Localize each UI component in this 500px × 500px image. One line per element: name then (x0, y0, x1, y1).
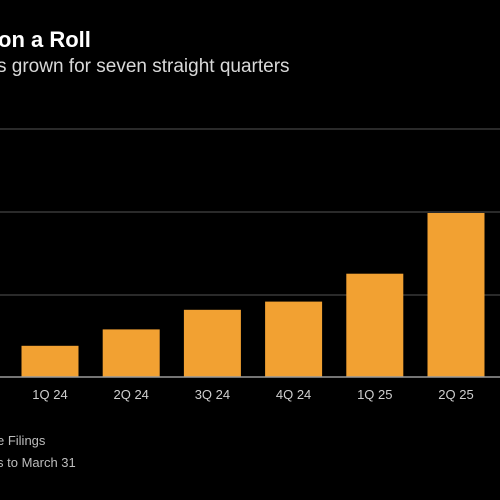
chart-title: on a Roll (0, 27, 91, 52)
bar-1q-24 (21, 345, 79, 377)
bar-1q-25 (346, 273, 404, 377)
bar-2q-24 (102, 329, 160, 377)
x-tick-label: 1Q 25 (357, 387, 392, 402)
bar-3q-24 (183, 309, 241, 377)
source-footnote: e Filings (0, 433, 46, 448)
x-tick-label: 1Q 24 (32, 387, 67, 402)
bar-4q-24 (265, 301, 323, 377)
bar-2q-25 (427, 213, 485, 377)
note-footnote: s to March 31 (0, 455, 76, 470)
x-tick-label: 2Q 24 (113, 387, 148, 402)
x-tick-label: 4Q 24 (276, 387, 311, 402)
x-tick-label: 3Q 24 (195, 387, 230, 402)
chart-subtitle: s grown for seven straight quarters (0, 56, 290, 77)
x-tick-label: 2Q 25 (438, 387, 473, 402)
